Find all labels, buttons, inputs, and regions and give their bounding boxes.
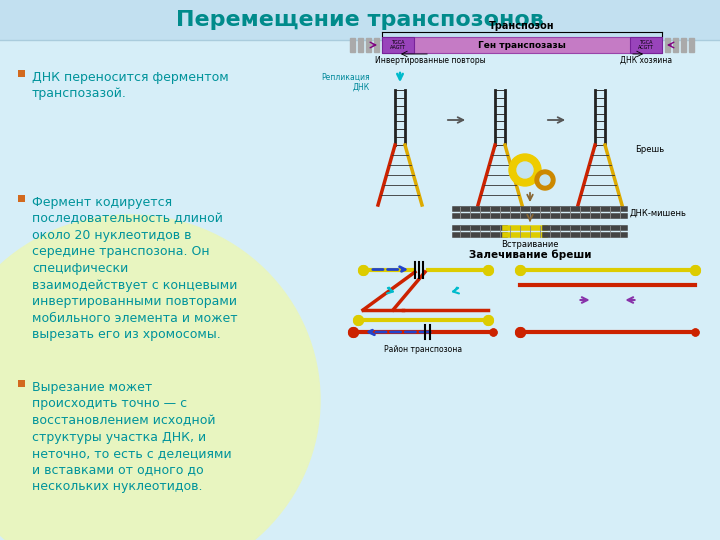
Text: Встраивание: Встраивание: [501, 240, 559, 249]
Text: Залечивание бреши: Залечивание бреши: [469, 249, 591, 260]
Bar: [0, 0, 720, 40]
FancyBboxPatch shape: [630, 37, 662, 53]
Ellipse shape: [0, 215, 320, 540]
Bar: [350, 38, 355, 52]
Bar: [358, 38, 363, 52]
Text: Транспозон: Транспозон: [489, 21, 555, 31]
Text: ДНК хозяина: ДНК хозяина: [620, 56, 672, 65]
Text: Репликация
ДНК: Репликация ДНК: [321, 72, 370, 92]
Text: Фермент кодируется
последовательность длиной
около 20 нуклеотидов в
середине тра: Фермент кодируется последовательность дл…: [32, 196, 238, 341]
FancyBboxPatch shape: [382, 37, 662, 53]
Text: Ген транспозазы: Ген транспозазы: [478, 40, 566, 50]
Bar: [18, 380, 25, 387]
FancyBboxPatch shape: [382, 37, 414, 53]
Circle shape: [517, 162, 533, 178]
Text: Район транспозона: Район транспозона: [384, 345, 462, 354]
Bar: [366, 38, 371, 52]
Text: ДНК-мишень: ДНК-мишень: [630, 208, 687, 218]
Text: Перемещение транспозонов: Перемещение транспозонов: [176, 10, 544, 30]
Text: TGCA
AAGTT: TGCA AAGTT: [390, 39, 406, 50]
Bar: [18, 195, 25, 202]
Circle shape: [509, 154, 541, 186]
Text: TGCA
ACGTT: TGCA ACGTT: [638, 39, 654, 50]
Bar: [681, 38, 686, 52]
Text: Инвертированные повторы: Инвертированные повторы: [374, 56, 485, 65]
Bar: [689, 38, 694, 52]
Text: ДНК переносится ферментом
транспозазой.: ДНК переносится ферментом транспозазой.: [32, 71, 229, 100]
Bar: [665, 38, 670, 52]
Text: Брешь: Брешь: [635, 145, 664, 154]
Bar: [374, 38, 379, 52]
Bar: [673, 38, 678, 52]
Circle shape: [540, 175, 550, 185]
Circle shape: [535, 170, 555, 190]
Bar: [18, 70, 25, 77]
Text: Вырезание может
происходить точно — с
восстановлением исходной
структуры участка: Вырезание может происходить точно — с во…: [32, 381, 232, 493]
